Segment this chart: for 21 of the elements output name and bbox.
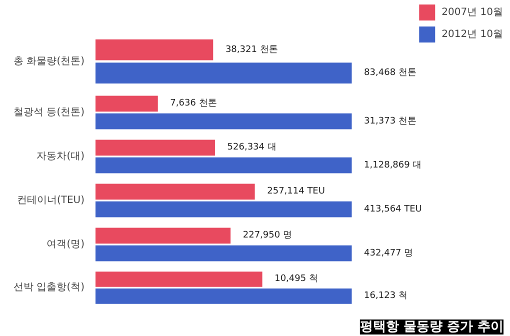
- data-label: 526,334 대: [227, 142, 276, 153]
- data-label: 227,950 명: [242, 230, 292, 241]
- data-label: 38,321 천톤: [225, 44, 278, 55]
- legend-label: 2007년 10월: [442, 6, 503, 19]
- data-label: 83,468 천톤: [364, 68, 416, 78]
- data-label: 1,128,869 대: [364, 160, 422, 170]
- y-tick-label: 총 화물량(천톤): [14, 56, 85, 67]
- y-tick-label: 선박 입출항(척): [14, 282, 85, 294]
- data-label: 10,495 척: [274, 274, 318, 284]
- y-tick-label: 철광석 등(천톤): [14, 107, 85, 118]
- text: 평택항 물동량 증가 추이: [360, 320, 504, 334]
- data-label: 31,373 천톤: [364, 116, 416, 126]
- data-label: 257,114 TEU: [267, 186, 325, 197]
- y-tick-label: 컨테이너(TEU): [16, 195, 85, 206]
- data-label: 7,636 천톤: [170, 98, 217, 109]
- legend-label: 2012년 10월: [442, 28, 503, 41]
- data-label: 413,564 TEU: [364, 204, 422, 214]
- data-label: 432,477 명: [364, 248, 414, 258]
- y-tick-label: 자동차(대): [36, 151, 85, 162]
- data-label: 16,123 척: [364, 291, 408, 302]
- y-tick-label: 여객(명): [46, 239, 85, 250]
